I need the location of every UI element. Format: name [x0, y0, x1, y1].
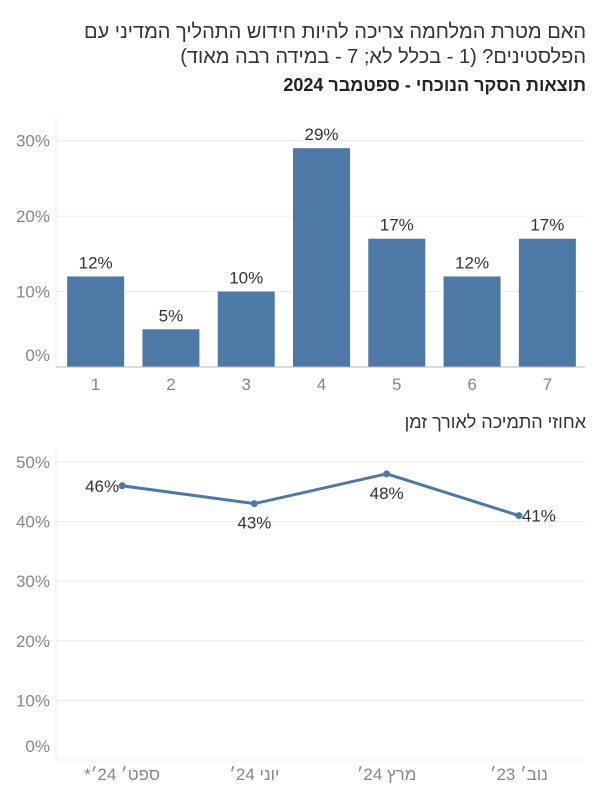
line-chart-title: אחוזי התמיכה לאורך זמן	[404, 412, 586, 432]
bar-data-label: 17%	[380, 216, 414, 235]
line-point	[515, 512, 523, 520]
line-data-label: 48%	[370, 484, 404, 503]
y-tick-label: 20%	[16, 207, 50, 226]
x-tick-label: 7	[543, 375, 552, 394]
bar	[293, 148, 350, 367]
series-line	[121, 472, 520, 518]
bar	[217, 291, 275, 367]
bar	[443, 276, 501, 367]
y-tick-label: 30%	[16, 132, 50, 151]
line-data-label: 43%	[237, 514, 271, 533]
bar-chart: 0% 10% 20% 30% 12% 1 5% 2 10% 3 29% 4 17% 5 12% 6 17% 7	[16, 118, 585, 394]
x-tick-label: 4	[317, 375, 326, 394]
x-tick-label: 2	[166, 375, 175, 394]
y-tick-label: 40%	[16, 513, 50, 532]
bar	[142, 329, 200, 367]
bar-data-label: 29%	[304, 125, 338, 144]
x-tick-label: ספט׳ 24׳*	[84, 765, 160, 784]
line-point	[383, 470, 391, 478]
y-tick-label: 10%	[16, 283, 50, 302]
bar	[518, 238, 576, 367]
bar	[67, 276, 125, 367]
x-tick-label: 6	[467, 375, 476, 394]
y-tick-label: 50%	[16, 453, 50, 472]
y-tick-label: 10%	[16, 691, 50, 710]
chart-title: האם מטרת המלחמה צריכה להיות חידוש התהליך…	[84, 21, 586, 68]
bar-data-label: 12%	[455, 253, 489, 272]
x-tick-label: מרץ 24׳	[357, 765, 417, 784]
line-point	[118, 482, 126, 490]
x-tick-label: 5	[392, 375, 401, 394]
line-point	[250, 500, 258, 508]
line-data-label: 41%	[522, 507, 556, 526]
x-tick-label: 3	[241, 375, 250, 394]
bar	[368, 238, 426, 367]
chart-subtitle: תוצאות הסקר הנוכחי - ספטמבר 2024	[283, 75, 586, 95]
y-tick-label: 0%	[25, 737, 50, 756]
x-tick-label: 1	[91, 375, 100, 394]
bar-data-label: 12%	[79, 253, 113, 272]
bar-data-label: 5%	[159, 306, 184, 325]
y-tick-label: 0%	[25, 346, 50, 365]
y-tick-label: 20%	[16, 632, 50, 651]
bar-data-label: 10%	[229, 269, 263, 288]
x-tick-label: יוני 24׳	[229, 765, 279, 784]
line-data-label: 46%	[85, 477, 119, 496]
x-tick-label: נוב׳ 23׳	[490, 765, 548, 784]
bar-data-label: 17%	[530, 216, 564, 235]
y-tick-label: 30%	[16, 572, 50, 591]
